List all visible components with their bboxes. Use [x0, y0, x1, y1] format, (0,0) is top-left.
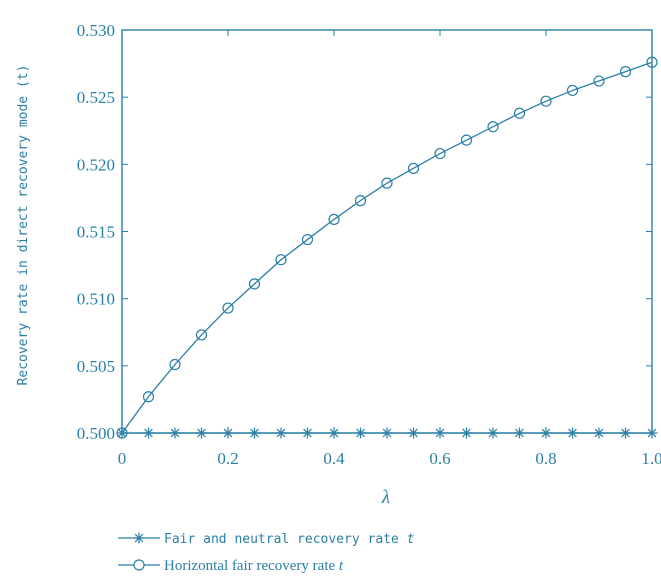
- data-point-circle: [354, 195, 367, 207]
- asterisk-stroke: [276, 428, 286, 438]
- data-point-asterisk: [381, 427, 393, 439]
- y-tick-label: 0.520: [77, 155, 115, 174]
- data-point-circle: [142, 391, 155, 403]
- asterisk-stroke: [329, 428, 339, 438]
- legend-label-var: t: [407, 532, 415, 547]
- data-point-circle: [301, 233, 314, 246]
- data-point-asterisk: [408, 427, 419, 439]
- data-point-asterisk: [461, 427, 472, 439]
- data-point-circle: [381, 177, 393, 189]
- data-point-asterisk: [249, 427, 260, 439]
- data-point-circle: [434, 147, 446, 160]
- data-point-circle: [593, 75, 605, 87]
- x-tick-label: 0.6: [429, 449, 450, 468]
- y-tick-label: 0.515: [77, 223, 115, 242]
- series-1: [116, 427, 658, 439]
- data-point-asterisk: [567, 427, 578, 439]
- asterisk-stroke: [223, 428, 233, 438]
- asterisk-stroke: [409, 428, 418, 438]
- asterisk-stroke: [568, 428, 577, 438]
- data-point-circle: [195, 329, 208, 341]
- asterisk-stroke: [382, 428, 392, 438]
- data-point-circle: [566, 84, 579, 97]
- asterisk-stroke: [462, 428, 471, 438]
- asterisk-stroke: [303, 428, 312, 438]
- data-point-circle: [116, 427, 128, 439]
- data-point-circle: [540, 95, 552, 107]
- legend-item-2: Horizontal fair recovery rate t: [118, 558, 344, 574]
- data-point-circle: [275, 254, 287, 266]
- asterisk-stroke: [197, 428, 206, 438]
- data-point-asterisk: [593, 427, 605, 439]
- legend-label-var: t: [339, 558, 344, 574]
- data-point-asterisk: [540, 427, 552, 439]
- x-tick-label: 0: [118, 449, 127, 468]
- data-point-asterisk: [434, 427, 446, 439]
- legend-label: Fair and neutral recovery rate t: [164, 532, 415, 547]
- asterisk-stroke: [356, 428, 365, 438]
- asterisk-stroke: [144, 428, 153, 438]
- asterisk-stroke: [621, 428, 630, 438]
- asterisk-stroke: [170, 428, 180, 438]
- data-point-circle: [248, 278, 261, 290]
- data-point-asterisk: [302, 427, 313, 439]
- series-layer: [116, 56, 658, 439]
- y-tick-label: 0.500: [77, 424, 115, 443]
- data-point-asterisk: [620, 427, 631, 439]
- data-point-circle: [169, 358, 181, 371]
- legend-label-text: Fair and neutral recovery rate: [164, 532, 407, 547]
- asterisk-stroke: [435, 428, 445, 438]
- asterisk-stroke: [250, 428, 259, 438]
- asterisk-stroke: [647, 428, 657, 438]
- asterisk-stroke: [134, 533, 144, 543]
- y-tick-label: 0.510: [77, 290, 115, 309]
- y-axis: 0.500 0.505 0.510 0.515 0.520 0.525 0.530: [77, 21, 652, 443]
- x-tick-label: 0.2: [217, 449, 238, 468]
- y-tick-label: 0.530: [77, 21, 115, 40]
- x-tick-label: 0.4: [323, 449, 345, 468]
- legend: Fair and neutral recovery rate tHorizont…: [118, 532, 415, 574]
- data-point-circle: [407, 162, 420, 174]
- x-axis-title: λ: [381, 487, 390, 508]
- legend-label: Horizontal fair recovery rate t: [164, 558, 344, 574]
- legend-item-1: Fair and neutral recovery rate t: [118, 532, 415, 547]
- data-point-asterisk: [328, 427, 340, 439]
- x-tick-label: 0.8: [535, 449, 556, 468]
- data-point-asterisk: [514, 427, 525, 439]
- data-point-circle: [487, 121, 499, 133]
- legend-marker-asterisk: [133, 532, 145, 544]
- data-point-asterisk: [143, 427, 154, 439]
- series-line: [121, 61, 653, 434]
- data-point-circle: [619, 66, 632, 78]
- y-axis-title: Recovery rate in direct recovery mode (t…: [16, 65, 31, 386]
- x-tick-label: 1.0: [641, 449, 661, 468]
- data-point-asterisk: [196, 427, 207, 439]
- data-point-asterisk: [646, 427, 658, 439]
- y-tick-label: 0.505: [77, 357, 115, 376]
- legend-marker-circle: [133, 559, 145, 571]
- asterisk-stroke: [515, 428, 524, 438]
- data-point-asterisk: [222, 427, 234, 439]
- data-point-circle: [513, 107, 526, 119]
- data-point-asterisk: [487, 427, 499, 439]
- data-point-asterisk: [169, 427, 181, 439]
- data-point-circle: [646, 56, 658, 68]
- data-point-circle: [460, 134, 473, 146]
- y-tick-label: 0.525: [77, 88, 115, 107]
- asterisk-stroke: [541, 428, 551, 438]
- x-axis: 0 0.2 0.4 0.6 0.8 1.0: [118, 30, 661, 468]
- data-point-circle: [328, 213, 340, 226]
- data-point-circle: [222, 302, 234, 314]
- data-point-asterisk: [275, 427, 287, 439]
- legend-label-text: Horizontal fair recovery rate: [164, 558, 339, 574]
- asterisk-stroke: [488, 428, 498, 438]
- data-point-asterisk: [355, 427, 366, 439]
- series-2: [116, 56, 658, 439]
- asterisk-stroke: [594, 428, 604, 438]
